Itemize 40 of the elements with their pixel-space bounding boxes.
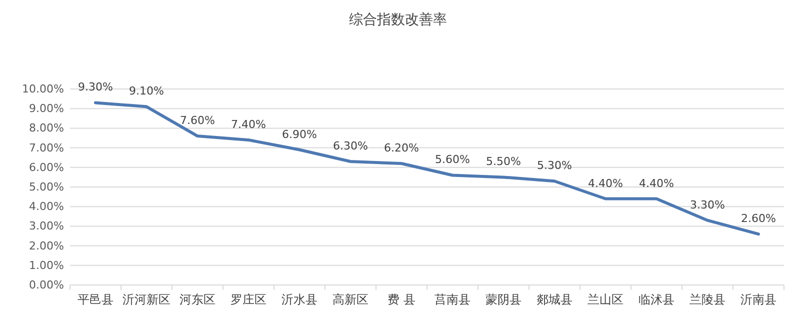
data-label: 9.10%: [129, 84, 164, 98]
data-label: 5.60%: [435, 153, 470, 166]
x-tick-label: 沂南县: [740, 292, 776, 307]
data-label: 7.40%: [231, 118, 266, 131]
x-tick-label: 费 县: [388, 292, 416, 307]
x-tick-label: 沂水县: [282, 292, 318, 307]
x-tick-label: 莒南县: [434, 292, 470, 307]
data-label: 4.40%: [588, 176, 623, 190]
data-label: 5.30%: [537, 159, 572, 172]
x-tick-label: 沂河新区: [122, 292, 170, 307]
x-tick-label: 兰陵县: [690, 292, 726, 307]
x-tick-label: 河东区: [180, 292, 216, 307]
x-tick-label: 郯城县: [536, 292, 572, 307]
y-tick-label: 5.00%: [29, 180, 64, 194]
data-label: 6.90%: [282, 128, 317, 141]
y-tick-label: 2.00%: [29, 239, 64, 252]
x-tick-label: 罗庄区: [230, 292, 266, 307]
x-tick-label: 兰山区: [588, 292, 624, 307]
x-tick-label: 蒙阴县: [486, 292, 522, 307]
x-tick-label: 临沭县: [638, 292, 674, 307]
data-label: 3.30%: [690, 198, 725, 212]
y-tick-label: 0.00%: [29, 278, 64, 292]
y-tick-label: 6.00%: [29, 160, 64, 174]
data-label: 6.20%: [384, 141, 419, 154]
y-tick-label: 10.00%: [22, 82, 64, 96]
y-tick-label: 1.00%: [29, 258, 64, 272]
data-label: 2.60%: [741, 212, 776, 226]
y-tick-label: 9.00%: [29, 102, 64, 116]
x-tick-label: 高新区: [332, 292, 368, 307]
data-label: 5.50%: [486, 155, 521, 168]
data-label: 7.60%: [180, 114, 215, 128]
y-tick-label: 7.00%: [29, 141, 64, 154]
chart-title: 综合指数改善率: [349, 11, 447, 28]
y-tick-label: 8.00%: [29, 122, 64, 135]
data-label: 6.30%: [333, 140, 368, 153]
data-label: 4.40%: [639, 176, 674, 190]
data-label: 9.30%: [78, 80, 113, 94]
y-tick-label: 3.00%: [29, 220, 64, 233]
x-tick-label: 平邑县: [78, 292, 114, 307]
y-tick-label: 4.00%: [29, 200, 64, 214]
